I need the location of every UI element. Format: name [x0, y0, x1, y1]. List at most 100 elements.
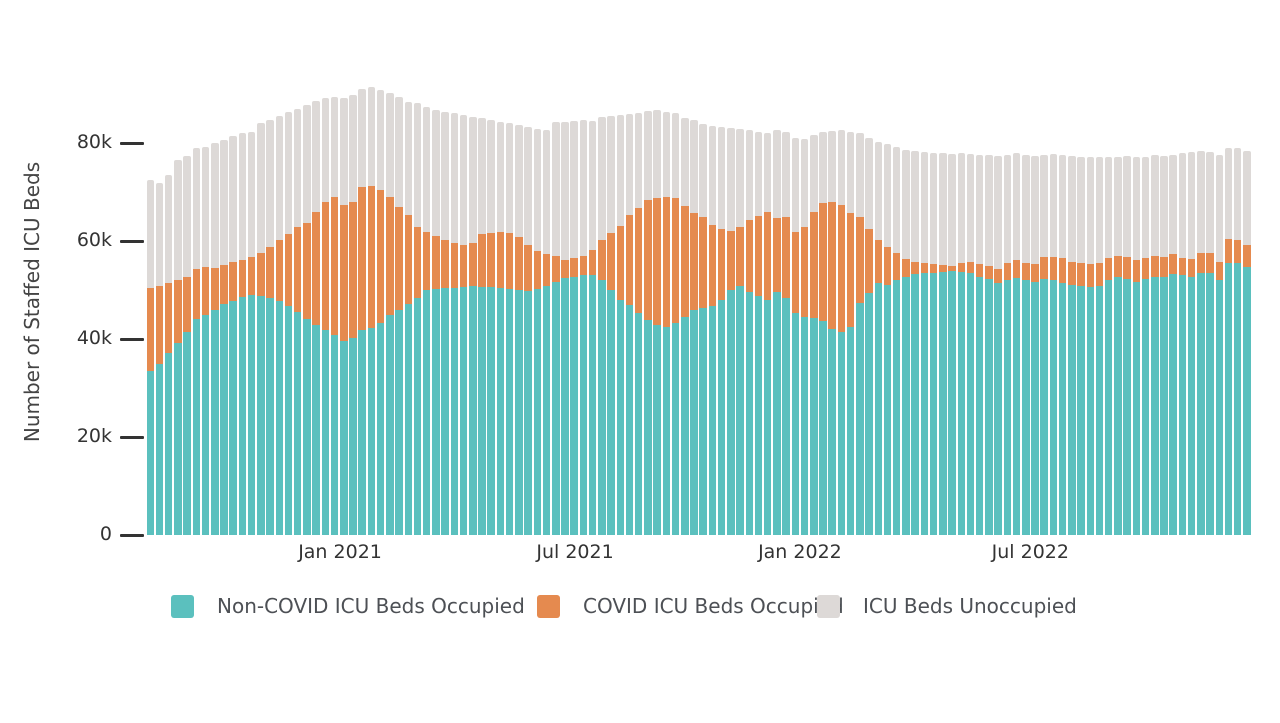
stacked-bar-week-48[interactable]: [588, 120, 597, 535]
stacked-bar-week-79[interactable]: [874, 142, 883, 535]
stacked-bar-week-0[interactable]: [146, 180, 154, 535]
stacked-bar-week-119[interactable]: [1243, 150, 1251, 535]
stacked-bar-week-49[interactable]: [598, 117, 606, 535]
stacked-bar-week-116[interactable]: [1215, 154, 1224, 535]
stacked-bar-week-85[interactable]: [929, 152, 938, 535]
stacked-bar-week-94[interactable]: [1012, 152, 1021, 535]
stacked-bar-week-43[interactable]: [542, 129, 551, 535]
stacked-bar-week-54[interactable]: [644, 111, 652, 535]
stacked-bar-week-67[interactable]: [763, 133, 772, 535]
stacked-bar-week-55[interactable]: [653, 110, 661, 535]
stacked-bar-week-91[interactable]: [985, 154, 993, 535]
stacked-bar-week-37[interactable]: [487, 119, 495, 535]
stacked-bar-week-11[interactable]: [247, 132, 256, 535]
stacked-bar-week-46[interactable]: [570, 120, 578, 535]
stacked-bar-week-3[interactable]: [174, 160, 182, 535]
stacked-bar-week-27[interactable]: [395, 96, 403, 535]
stacked-bar-week-108[interactable]: [1141, 157, 1150, 535]
stacked-bar-week-112[interactable]: [1178, 152, 1187, 535]
stacked-bar-week-26[interactable]: [386, 93, 394, 535]
stacked-bar-week-6[interactable]: [201, 146, 210, 535]
stacked-bar-week-17[interactable]: [303, 104, 311, 535]
stacked-bar-week-98[interactable]: [1049, 154, 1058, 535]
stacked-bar-week-93[interactable]: [1003, 154, 1012, 535]
stacked-bar-week-65[interactable]: [745, 129, 754, 535]
stacked-bar-week-57[interactable]: [671, 113, 680, 535]
legend-item-non-covid-occupied[interactable]: Non-COVID ICU Beds Occupied: [171, 594, 525, 618]
stacked-bar-week-9[interactable]: [229, 136, 237, 535]
stacked-bar-week-74[interactable]: [828, 131, 836, 535]
stacked-bar-week-77[interactable]: [856, 133, 864, 535]
stacked-bar-week-62[interactable]: [717, 126, 726, 535]
stacked-bar-week-81[interactable]: [892, 146, 901, 535]
stacked-bar-week-110[interactable]: [1160, 156, 1168, 535]
stacked-bar-week-60[interactable]: [699, 123, 707, 535]
stacked-bar-week-25[interactable]: [376, 90, 385, 535]
stacked-bar-week-35[interactable]: [469, 117, 477, 535]
stacked-bar-week-14[interactable]: [275, 116, 284, 535]
stacked-bar-week-44[interactable]: [552, 121, 560, 535]
stacked-bar-week-28[interactable]: [404, 101, 413, 535]
stacked-bar-week-10[interactable]: [238, 133, 247, 535]
stacked-bar-week-13[interactable]: [266, 119, 274, 535]
stacked-bar-week-78[interactable]: [865, 138, 873, 535]
stacked-bar-week-66[interactable]: [754, 132, 763, 535]
stacked-bar-week-82[interactable]: [902, 149, 910, 535]
stacked-bar-week-97[interactable]: [1040, 154, 1048, 535]
stacked-bar-week-75[interactable]: [837, 129, 846, 535]
stacked-bar-week-111[interactable]: [1169, 154, 1177, 535]
stacked-bar-week-99[interactable]: [1058, 154, 1067, 535]
stacked-bar-week-115[interactable]: [1206, 151, 1214, 535]
stacked-bar-week-34[interactable]: [459, 115, 468, 535]
stacked-bar-week-56[interactable]: [662, 112, 671, 535]
stacked-bar-week-42[interactable]: [533, 128, 542, 535]
legend-item-covid-occupied[interactable]: COVID ICU Beds Occupied: [537, 594, 844, 618]
stacked-bar-week-51[interactable]: [616, 115, 625, 535]
stacked-bar-week-84[interactable]: [920, 151, 929, 535]
stacked-bar-week-102[interactable]: [1086, 157, 1095, 535]
stacked-bar-week-86[interactable]: [939, 152, 947, 535]
stacked-bar-week-4[interactable]: [183, 156, 191, 535]
stacked-bar-week-103[interactable]: [1095, 157, 1104, 535]
stacked-bar-week-33[interactable]: [450, 113, 459, 535]
stacked-bar-week-29[interactable]: [413, 102, 422, 535]
stacked-bar-week-117[interactable]: [1224, 147, 1233, 535]
stacked-bar-week-106[interactable]: [1123, 156, 1131, 535]
stacked-bar-week-101[interactable]: [1077, 157, 1085, 535]
stacked-bar-week-22[interactable]: [349, 94, 357, 535]
stacked-bar-week-18[interactable]: [312, 100, 320, 535]
stacked-bar-week-23[interactable]: [358, 89, 366, 535]
stacked-bar-week-89[interactable]: [966, 154, 975, 535]
stacked-bar-week-64[interactable]: [736, 128, 744, 535]
stacked-bar-week-53[interactable]: [634, 113, 643, 535]
stacked-bar-week-12[interactable]: [257, 122, 265, 535]
stacked-bar-week-68[interactable]: [773, 129, 781, 535]
stacked-bar-week-1[interactable]: [155, 183, 164, 535]
stacked-bar-week-95[interactable]: [1022, 154, 1030, 535]
stacked-bar-week-76[interactable]: [846, 132, 855, 535]
stacked-bar-week-58[interactable]: [681, 118, 689, 535]
stacked-bar-week-83[interactable]: [911, 150, 919, 535]
stacked-bar-week-100[interactable]: [1068, 156, 1076, 535]
stacked-bar-week-105[interactable]: [1114, 157, 1122, 535]
stacked-bar-week-52[interactable]: [625, 114, 634, 535]
stacked-bar-week-21[interactable]: [340, 97, 348, 535]
stacked-bar-week-113[interactable]: [1187, 151, 1196, 535]
stacked-bar-week-41[interactable]: [524, 126, 532, 535]
stacked-bar-week-109[interactable]: [1151, 154, 1159, 535]
stacked-bar-week-50[interactable]: [607, 116, 615, 535]
stacked-bar-week-39[interactable]: [505, 122, 514, 535]
stacked-bar-week-16[interactable]: [293, 109, 302, 535]
stacked-bar-week-87[interactable]: [948, 154, 956, 535]
stacked-bar-week-31[interactable]: [432, 110, 440, 535]
stacked-bar-week-92[interactable]: [994, 156, 1002, 535]
stacked-bar-week-19[interactable]: [321, 97, 330, 535]
stacked-bar-week-7[interactable]: [211, 143, 219, 535]
stacked-bar-week-80[interactable]: [883, 143, 892, 535]
stacked-bar-week-73[interactable]: [819, 132, 827, 535]
stacked-bar-week-72[interactable]: [810, 135, 818, 535]
stacked-bar-week-107[interactable]: [1132, 157, 1141, 535]
stacked-bar-week-40[interactable]: [515, 124, 523, 535]
stacked-bar-week-104[interactable]: [1104, 157, 1113, 535]
stacked-bar-week-8[interactable]: [220, 140, 228, 535]
